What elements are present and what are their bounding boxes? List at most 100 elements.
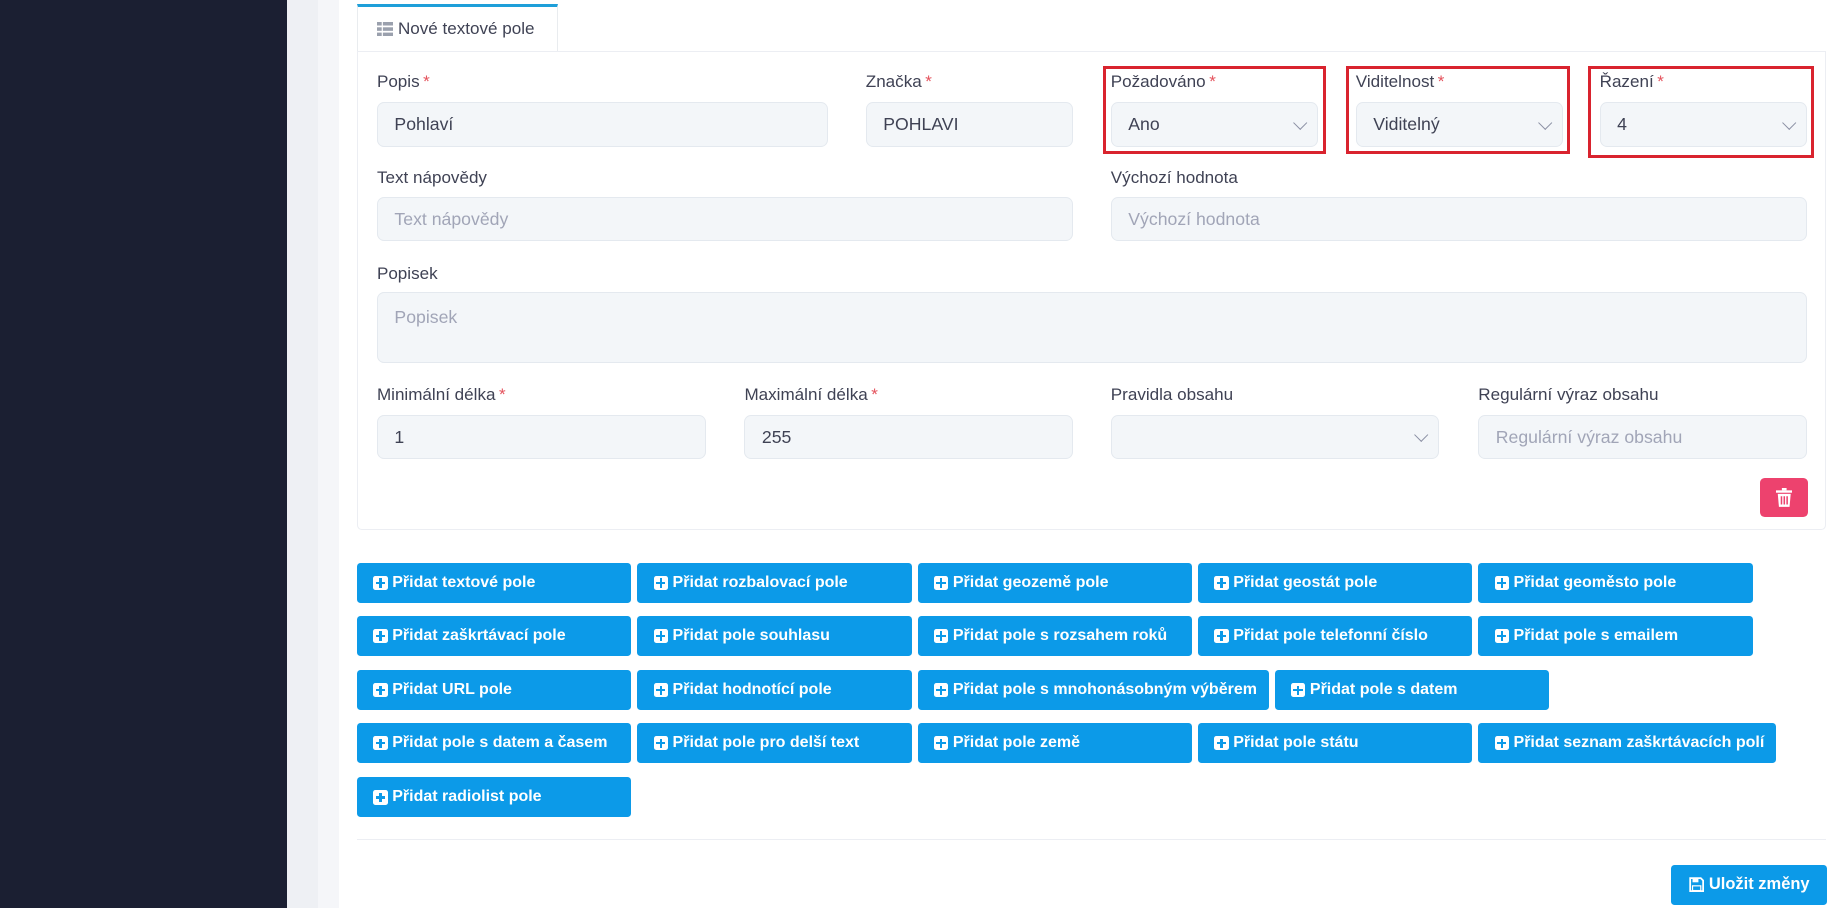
add-field-button[interactable]: Přidat zaškrtávací pole [356, 616, 632, 657]
plus-square-icon [1494, 629, 1509, 644]
add-field-button-label: Přidat pole souhlasu [672, 627, 830, 645]
add-field-button-label: Přidat pole s datem a časem [392, 734, 608, 752]
plus-square-icon [1214, 629, 1229, 644]
pozadovano-label: Požadováno * [1110, 71, 1216, 91]
add-field-button-label: Přidat pole s datem [1309, 681, 1458, 699]
add-field-button[interactable]: Přidat pole telefonní číslo [1197, 616, 1473, 657]
highlight-box [1346, 65, 1571, 155]
add-field-button-label: Přidat seznam zaškrtávacích polí [1513, 734, 1765, 752]
add-field-button[interactable]: Přidat pole s rozsahem roků [917, 616, 1193, 657]
add-field-button[interactable]: Přidat geozemě pole [917, 563, 1193, 604]
add-field-button-label: Přidat pole s rozsahem roků [952, 627, 1168, 645]
add-field-button-label: Přidat pole země [952, 734, 1081, 752]
plus-square-icon [653, 736, 668, 751]
add-field-button[interactable]: Přidat textové pole [356, 563, 632, 604]
plus-square-icon [934, 736, 949, 751]
chevron-down-icon [1414, 427, 1429, 443]
add-field-button-label: Přidat pole s mnohonásobným výběrem [952, 681, 1257, 699]
add-field-button[interactable]: Přidat pole souhlasu [637, 616, 912, 657]
plus-square-icon [1291, 683, 1306, 698]
button-row: Přidat zaškrtávací pole Přidat pole souhl… [356, 616, 1753, 657]
pravidla-obsahu-select[interactable] [1110, 414, 1440, 460]
plus-square-icon [1214, 576, 1229, 591]
sidebar [0, 0, 288, 908]
plus-square-icon [653, 576, 668, 591]
button-row: Přidat URL pole Přidat hodnotící pole Přid… [356, 670, 1550, 711]
max-delka-label: Maximální délka * [744, 385, 878, 405]
tab-new-text-field[interactable]: Nové textové pole [356, 3, 559, 51]
add-field-button-label: Přidat geostát pole [1233, 574, 1378, 592]
plus-square-icon [1494, 736, 1509, 751]
chevron-down-icon [1537, 115, 1553, 131]
add-field-button-label: Přidat zaškrtávací pole [392, 627, 566, 645]
add-field-button-label: Přidat hodnotící pole [672, 681, 832, 699]
plus-square-icon [373, 736, 388, 751]
add-field-button-label: Přidat textové pole [392, 574, 536, 592]
text-napovedy-input[interactable]: Text nápovědy [376, 196, 1074, 242]
vychozi-hodnota-label: Výchozí hodnota [1110, 168, 1238, 188]
add-field-button[interactable]: Přidat pole země [917, 723, 1193, 764]
viditelnost-select[interactable]: Viditelný [1355, 102, 1564, 148]
viditelnost-label: Viditelnost * [1355, 71, 1445, 91]
add-field-button[interactable]: Přidat seznam zaškrtávacích polí [1478, 723, 1777, 764]
page-gutter-inner [318, 0, 340, 908]
tab-label: Nové textové pole [397, 18, 535, 38]
pozadovano-select[interactable]: Ano [1110, 102, 1319, 148]
add-field-button-label: Přidat radiolist pole [392, 788, 542, 806]
plus-square-icon [653, 683, 668, 698]
popisek-textarea[interactable]: Popisek [376, 292, 1807, 363]
znacka-label: Značka * [865, 71, 932, 91]
plus-square-icon [373, 790, 388, 805]
chevron-down-icon [1781, 115, 1797, 131]
save-label: Uložit změny [1708, 875, 1810, 894]
razeni-select[interactable]: 4 [1599, 102, 1807, 148]
add-field-button[interactable]: Přidat pole s datem [1274, 670, 1550, 711]
add-field-button[interactable]: Přidat pole s emailem [1478, 616, 1753, 657]
page-gutter [287, 0, 319, 908]
regex-obsahu-label: Regulární výraz obsahu [1478, 385, 1659, 405]
vychozi-hodnota-input[interactable]: Výchozí hodnota [1110, 196, 1807, 242]
button-row: Přidat pole s datem a časem Přidat pole p… [356, 723, 1777, 764]
plus-square-icon [373, 629, 388, 644]
add-field-button[interactable]: Přidat pole státu [1197, 723, 1473, 764]
add-field-button[interactable]: Přidat rozbalovací pole [637, 563, 912, 604]
list-icon [376, 21, 394, 36]
popis-input[interactable]: Pohlaví [376, 102, 829, 148]
plus-square-icon [934, 629, 949, 644]
plus-square-icon [653, 629, 668, 644]
add-field-button-label: Přidat rozbalovací pole [672, 574, 848, 592]
divider [356, 838, 1826, 840]
regex-obsahu-input[interactable]: Regulární výraz obsahu [1478, 414, 1807, 460]
add-field-button[interactable]: Přidat geoměsto pole [1478, 563, 1753, 604]
min-delka-input[interactable]: 1 [376, 414, 706, 460]
highlight-box [1102, 65, 1327, 155]
add-field-button-label: Přidat geozemě pole [952, 574, 1109, 592]
add-field-button-label: Přidat URL pole [392, 681, 512, 699]
add-field-button[interactable]: Přidat pole s mnohonásobným výběrem [917, 670, 1269, 711]
save-changes-button[interactable]: Uložit změny [1671, 864, 1827, 905]
highlight-box [1587, 65, 1814, 158]
button-row: Přidat textové pole Přidat rozbalovací po… [356, 563, 1753, 604]
floppy-disk-icon [1689, 877, 1704, 892]
add-field-button-label: Přidat geoměsto pole [1513, 574, 1677, 592]
chevron-down-icon [1292, 115, 1308, 131]
add-field-button[interactable]: Přidat pole pro delší text [637, 723, 912, 764]
razeni-label: Řazení * [1599, 71, 1664, 91]
add-field-button-label: Přidat pole státu [1233, 734, 1359, 752]
plus-square-icon [373, 576, 388, 591]
add-field-button-label: Přidat pole telefonní číslo [1233, 627, 1428, 645]
add-field-button[interactable]: Přidat geostát pole [1197, 563, 1473, 604]
popis-label: Popis * [376, 71, 430, 91]
add-field-button[interactable]: Přidat hodnotící pole [637, 670, 912, 711]
plus-square-icon [934, 683, 949, 698]
max-delka-input[interactable]: 255 [744, 414, 1074, 460]
delete-field-button[interactable] [1759, 478, 1809, 518]
text-napovedy-label: Text nápovědy [376, 168, 487, 188]
add-field-button[interactable]: Přidat pole s datem a časem [356, 723, 632, 764]
add-field-button[interactable]: Přidat URL pole [356, 670, 632, 711]
min-delka-label: Minimální délka * [376, 385, 506, 405]
znacka-input[interactable]: POHLAVI [865, 102, 1074, 148]
add-field-button[interactable]: Přidat radiolist pole [356, 777, 632, 818]
add-field-button-label: Přidat pole pro delší text [672, 734, 860, 752]
plus-square-icon [1494, 576, 1509, 591]
